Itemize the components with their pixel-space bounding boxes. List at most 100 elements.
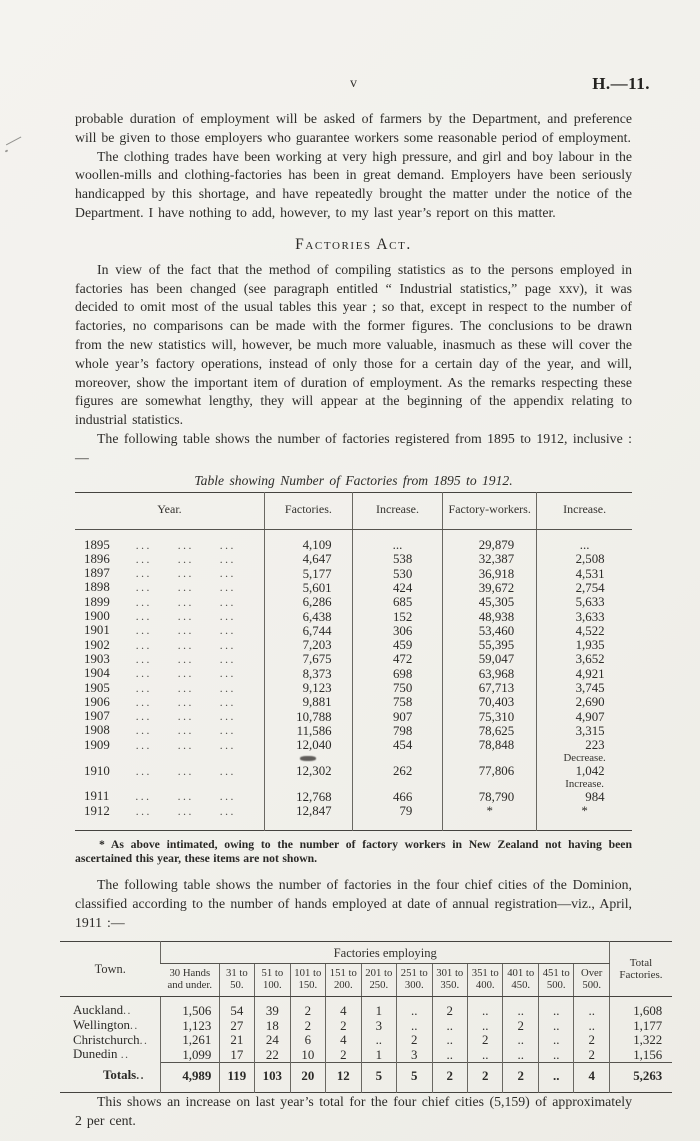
year-cell: 1895......... (75, 529, 264, 553)
year-cell: 1898......... (75, 581, 264, 595)
year-cell (75, 753, 264, 765)
dot-leader: ... (177, 539, 194, 552)
dot-leader: ... (219, 711, 236, 724)
numeric-value: 77,806 (478, 764, 515, 778)
workers-increase-cell: 2,754 (536, 581, 632, 596)
workers-increase-cell: 4,907 (536, 709, 632, 725)
dot-leader: ... (177, 739, 194, 752)
table1-data-row: 1902......... 7,203 459 55,395 1,935 (75, 638, 632, 653)
workers-increase-cell: 1,935 (536, 638, 632, 653)
numeric-value: 6,286 (302, 595, 332, 610)
dot-leader: ... (177, 725, 194, 738)
numeric-value: 78,790 (478, 789, 515, 804)
numeric-value: 4,522 (575, 623, 605, 638)
factories-cell: 12,847 (263, 804, 353, 831)
factories-cell: 12,040 (263, 738, 353, 753)
pencil-mark-artifact (5, 136, 26, 153)
paragraph-employment-continuation: probable duration of employment will be … (75, 111, 632, 145)
dot-leader: ... (219, 582, 236, 595)
dot-leader: ... (177, 805, 194, 818)
year-value: 1905 (84, 680, 110, 695)
numeric-value: 75,310 (478, 709, 515, 724)
table1-data-row: 1905......... 9,123 750 67,713 3,745 (75, 680, 632, 696)
total-factories-cell: 1,177 (608, 1019, 672, 1034)
town-cell: Dunedin.. (60, 1048, 161, 1063)
dot-leader: ... (177, 791, 194, 804)
year-cell: 1901......... (75, 624, 264, 638)
town-cell: Christchurch.. (60, 1033, 161, 1049)
numeric-value: 306 (392, 623, 413, 638)
numeric-value: 53,460 (478, 623, 515, 638)
dot-leader: ... (177, 653, 194, 666)
increase-cell: 472 (351, 653, 443, 668)
year-value: 1911 (84, 789, 110, 804)
hands-band-cell: 1 (360, 996, 397, 1020)
numeric-value: 1,099 (182, 1047, 212, 1062)
dot-leader: ... (135, 582, 152, 595)
table1-header-row: Year. Factories. Increase. Factory-worke… (75, 492, 632, 530)
factory-workers-cell: 70,403 (442, 695, 537, 711)
numeric-value: 3,315 (575, 723, 605, 738)
year-value: 1912 (84, 803, 110, 818)
table1-data-row: 1910......... 12,302 262 77,806 1,042 (75, 764, 632, 779)
dot-leader: ... (177, 682, 194, 695)
year-cell: 1908......... (75, 724, 264, 738)
numeric-value: 2,508 (575, 552, 605, 567)
year-value: 1897 (84, 566, 110, 581)
workers-increase-cell: 984 (536, 790, 632, 805)
dot-leader: ... (219, 765, 236, 778)
town-cell: Wellington.. (60, 1018, 161, 1034)
numeric-value: 4,907 (575, 709, 605, 724)
hands-band-cell: .. (573, 1019, 610, 1034)
numeric-value: 8,373 (302, 666, 332, 681)
total-factories-cell: 5,263 (608, 1062, 672, 1093)
table1-note-row: Decrease. (75, 752, 632, 765)
increase-cell: 459 (351, 638, 443, 653)
town-name: Wellington (73, 1018, 130, 1033)
numeric-value: 1,935 (575, 638, 605, 653)
numeric-value: 10,788 (296, 709, 332, 724)
workers-increase-cell: 4,921 (536, 667, 632, 682)
numeric-value: 7,203 (302, 638, 332, 653)
numeric-value: 223 (585, 738, 605, 753)
dot-leader: ... (135, 711, 152, 724)
dot-leader: ... (219, 596, 236, 609)
year-cell: 1899......... (75, 595, 264, 610)
hands-band-cell: 2 (289, 1019, 326, 1034)
total-factories-cell: 1,322 (608, 1034, 672, 1049)
document-reference: H.—11. (592, 74, 650, 93)
hands-band-cell: 119 (218, 1062, 255, 1093)
totals-label: Totals (103, 1067, 137, 1082)
table1-data-row: 1912......... 12,847 79 * * (75, 803, 632, 831)
dot-leader: ... (177, 711, 194, 724)
increase-cell (351, 753, 443, 765)
dot-leader: ... (177, 611, 194, 624)
table1-data-row: 1903......... 7,675 472 59,047 3,652 (75, 652, 632, 668)
hands-band-cell: 2 (289, 996, 326, 1020)
hands-band-cell: .. (573, 996, 610, 1020)
numeric-value: 459 (392, 638, 413, 653)
increase-cell: 698 (351, 667, 443, 682)
year-value: 1896 (84, 551, 110, 566)
factories-cell (263, 753, 353, 765)
hands-band-cell: .. (537, 1019, 574, 1034)
hands-band-cell: 2 (502, 1062, 539, 1093)
numeric-value: 9,123 (302, 681, 332, 696)
dot-leader: ... (135, 596, 152, 609)
numeric-value: 11,586 (296, 723, 332, 738)
numeric-value: 454 (392, 738, 413, 753)
table1-data-row: 1906......... 9,881 758 70,403 2,690 (75, 695, 632, 711)
dot-leader: ... (177, 639, 194, 652)
factory-workers-cell: 75,310 (442, 709, 537, 725)
numeric-value: 70,403 (478, 695, 515, 710)
factory-workers-cell: 45,305 (442, 595, 537, 611)
factories-cell: 5,177 (263, 567, 353, 582)
workers-increase-note-cell: Decrease. (536, 752, 632, 765)
town-name: Auckland (73, 1003, 124, 1018)
numeric-value: 3,652 (575, 652, 605, 667)
column-header-total-factories: Total Factories. (608, 941, 672, 998)
numeric-value: 55,395 (478, 638, 515, 653)
dot-leader: ... (135, 653, 152, 666)
dot-leader: ... (219, 805, 236, 818)
year-cell: 1912......... (75, 803, 264, 831)
